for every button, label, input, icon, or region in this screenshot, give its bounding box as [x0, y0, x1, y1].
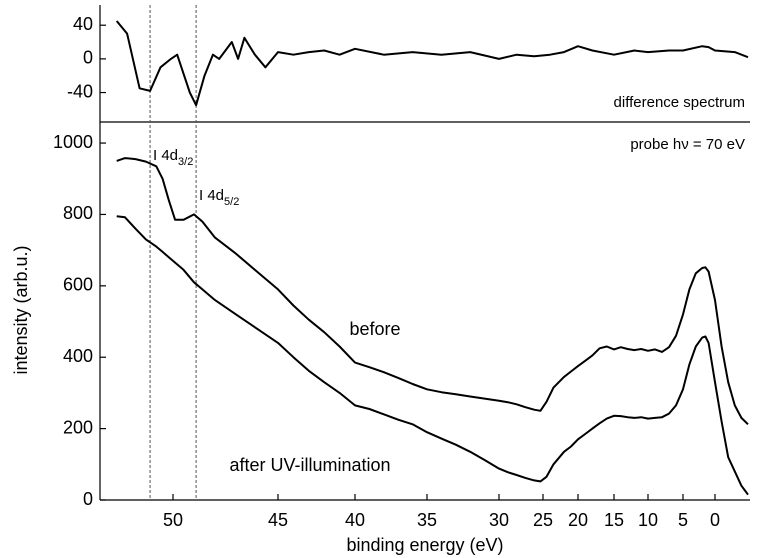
- x-tick-label: 0: [710, 510, 720, 530]
- series-label: before: [349, 319, 400, 339]
- x-tick-label: 40: [345, 510, 365, 530]
- y-tick-label: 600: [63, 275, 93, 295]
- x-tick-label: 25: [533, 510, 553, 530]
- peak-label: I 4d3/2: [153, 147, 193, 168]
- peak-label-sub: 3/2: [178, 156, 193, 168]
- y-axis-title: intensity (arb.u.): [11, 245, 31, 374]
- annotation: probe hν = 70 eV: [630, 136, 745, 153]
- y-tick-label: 40: [73, 14, 93, 34]
- peak-label-sub: 5/2: [224, 196, 239, 208]
- peak-label-text: I 4d: [153, 147, 178, 164]
- x-tick-label: 35: [417, 510, 437, 530]
- peak-label: I 4d5/2: [199, 187, 239, 208]
- x-tick-label: 5: [678, 510, 688, 530]
- peak-label-text: I 4d: [199, 187, 224, 204]
- y-tick-label: 0: [83, 48, 93, 68]
- x-axis-title: binding energy (eV): [346, 535, 503, 555]
- y-tick-label: 800: [63, 203, 93, 223]
- x-tick-label: 15: [604, 510, 624, 530]
- line: [115, 20, 749, 107]
- x-tick-label: 20: [568, 510, 588, 530]
- x-tick-label: 10: [638, 510, 658, 530]
- y-tick-label: -40: [67, 81, 93, 101]
- y-tick-label: 400: [63, 346, 93, 366]
- x-tick-label: 30: [489, 510, 509, 530]
- line: [116, 215, 749, 496]
- series-label: difference spectrum: [614, 94, 745, 111]
- line: [116, 157, 749, 426]
- series-label: after UV-illumination: [229, 455, 390, 475]
- x-tick-label: 50: [163, 510, 183, 530]
- y-tick-label: 1000: [53, 132, 93, 152]
- y-tick-label: 200: [63, 417, 93, 437]
- x-tick-label: 45: [268, 510, 288, 530]
- y-tick-label: 0: [83, 489, 93, 509]
